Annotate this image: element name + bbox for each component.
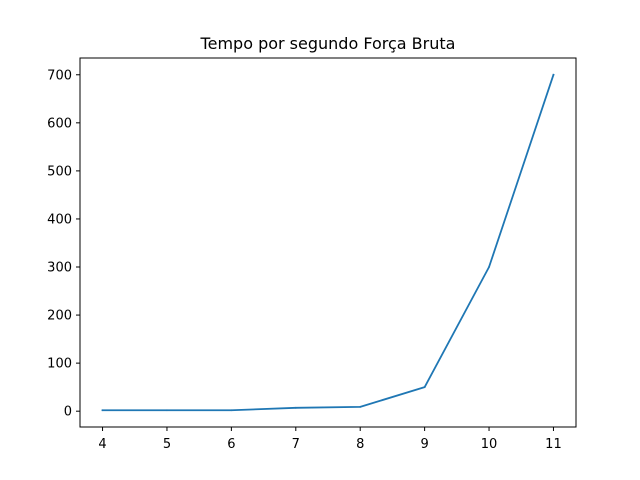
x-tick-label: 8 [356, 437, 364, 452]
y-tick-label: 100 [47, 357, 72, 372]
x-tick-label: 11 [545, 437, 562, 452]
y-tick-label: 600 [47, 116, 72, 131]
series-line [101, 73, 555, 412]
x-tick-label: 5 [163, 437, 171, 452]
plot-area [80, 58, 576, 427]
y-tick-label: 700 [47, 68, 72, 83]
plot-background [80, 58, 576, 427]
x-tick-label: 7 [292, 437, 300, 452]
data-point [294, 406, 297, 409]
y-tick-label: 200 [47, 309, 72, 324]
data-point [488, 266, 490, 268]
y-tick-label: 400 [47, 212, 72, 227]
data-point [359, 405, 362, 408]
data-point [423, 386, 426, 389]
y-tick-label: 500 [47, 164, 72, 179]
data-point [166, 409, 168, 412]
plot-frame [79, 57, 577, 428]
data-point [230, 409, 233, 412]
y-tick-label: 0 [64, 405, 72, 420]
series-layer [101, 73, 555, 412]
chart-title: Tempo por segundo Força Bruta [200, 34, 456, 53]
x-tick-label: 6 [227, 437, 235, 452]
data-point [552, 73, 555, 76]
x-axis: 4 5 6 7 8 9 10 11 [98, 427, 562, 452]
y-tick-label: 300 [47, 261, 72, 276]
x-tick-label: 4 [98, 437, 106, 452]
y-axis: 0 100 200 300 400 500 600 700 [47, 68, 80, 420]
data-point [101, 409, 104, 412]
x-tick-label: 10 [481, 437, 498, 452]
x-tick-label: 9 [420, 437, 428, 452]
